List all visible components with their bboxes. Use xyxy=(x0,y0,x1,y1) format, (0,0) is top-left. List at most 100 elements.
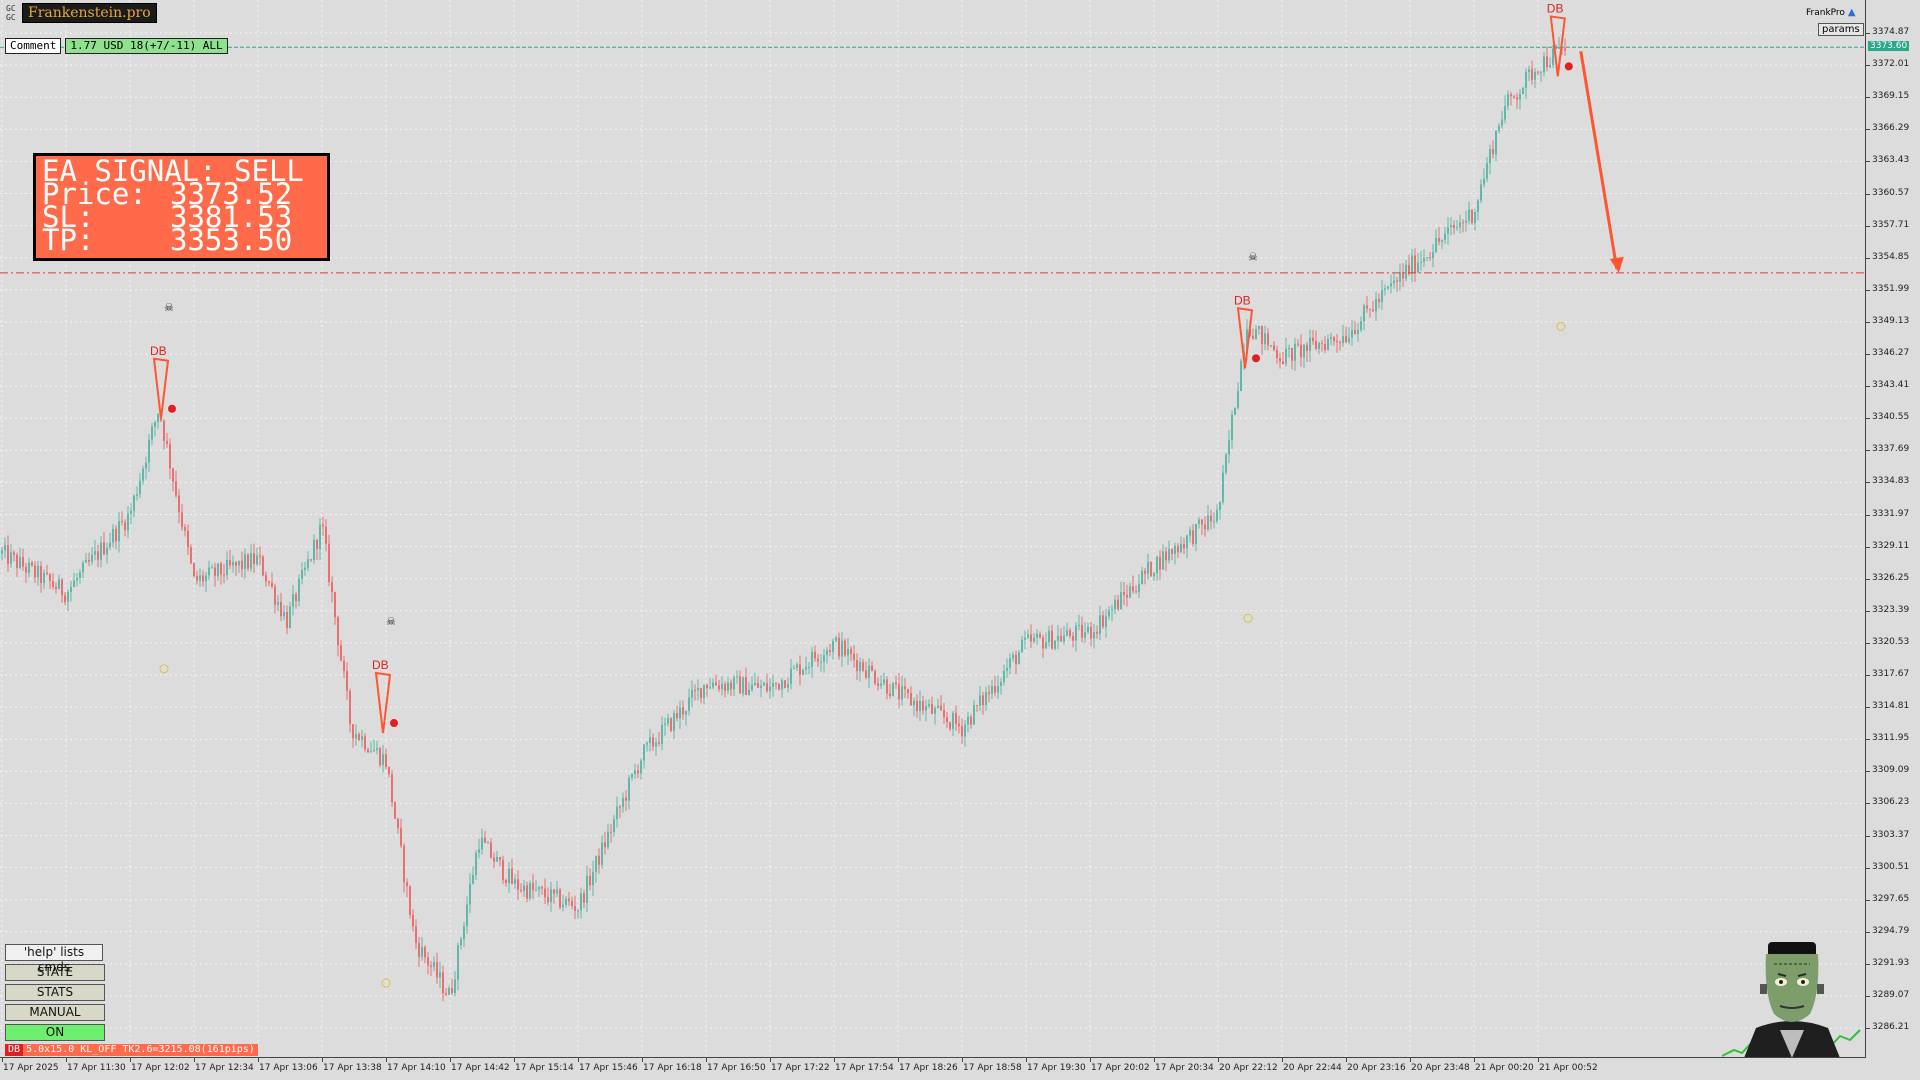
candle-body xyxy=(1237,391,1239,408)
candle-body xyxy=(1120,592,1122,610)
price-tick xyxy=(1866,803,1870,805)
candle-body xyxy=(955,713,957,724)
stats-button[interactable]: STATS xyxy=(5,984,105,1001)
candle-body xyxy=(1138,584,1140,593)
candle-body xyxy=(931,703,933,714)
candle-body xyxy=(1300,344,1302,358)
candle-body xyxy=(766,683,768,692)
candle-body xyxy=(1147,561,1149,574)
candle-body xyxy=(1348,337,1350,343)
candle-body xyxy=(292,594,294,607)
candle-body xyxy=(1255,329,1257,340)
candle-body xyxy=(10,552,12,564)
candle-body xyxy=(733,677,735,690)
candle-body xyxy=(730,682,732,690)
candle-body xyxy=(1267,333,1269,346)
time-tick xyxy=(898,1058,899,1062)
price-label: 3314.81 xyxy=(1872,701,1910,712)
help-button[interactable]: 'help' lists cmds xyxy=(5,944,103,974)
candle-body xyxy=(523,885,525,891)
candle-body xyxy=(46,572,48,575)
db-pattern-label: DB xyxy=(372,658,389,672)
candle-body xyxy=(1006,667,1008,672)
candle-body xyxy=(493,857,495,862)
candle-body xyxy=(604,842,606,848)
candle-body xyxy=(778,683,780,690)
candle-body xyxy=(1135,591,1137,593)
time-tick xyxy=(578,1058,579,1062)
manual-button[interactable]: MANUAL xyxy=(5,1004,105,1021)
candle-body xyxy=(1552,48,1554,66)
candle-body xyxy=(1018,652,1020,665)
candle-body xyxy=(187,530,189,548)
price-tick xyxy=(1866,482,1870,484)
candle-body xyxy=(580,893,582,911)
on-toggle-button[interactable]: ON xyxy=(5,1024,105,1041)
price-axis[interactable]: 3374.87 3372.01 3369.15 3366.29 3363.43 3360.… xyxy=(1866,0,1920,1058)
candle-body xyxy=(1408,264,1410,274)
candle-body xyxy=(433,961,435,967)
time-label: 17 Apr 16:50 xyxy=(707,1063,766,1073)
price-label: 3337.69 xyxy=(1872,444,1910,455)
candle-body xyxy=(403,845,405,883)
candle-body xyxy=(1351,330,1353,338)
candle-body xyxy=(316,539,318,549)
db-pattern-label: DB xyxy=(150,344,167,358)
signal-tp-value: 3353.50 xyxy=(170,223,293,257)
candle-body xyxy=(1162,551,1164,570)
candle-body xyxy=(1510,94,1512,97)
candle-body xyxy=(568,898,570,902)
candle-body xyxy=(1084,632,1086,638)
candle-body xyxy=(424,946,426,958)
candle-body xyxy=(787,683,789,688)
candle-body xyxy=(301,570,303,580)
candle-body xyxy=(235,562,237,566)
candle-body xyxy=(238,560,240,566)
candle-body xyxy=(133,495,135,511)
candle-body xyxy=(652,737,654,747)
time-tick xyxy=(1538,1058,1539,1062)
candle-body xyxy=(1564,48,1566,51)
candle-body xyxy=(169,443,171,469)
candle-body xyxy=(865,670,867,678)
candle-body xyxy=(757,682,759,688)
params-button[interactable]: params xyxy=(1818,23,1864,36)
candle-body xyxy=(814,651,816,659)
time-axis[interactable]: 17 Apr 2025 17 Apr 11:30 17 Apr 12:02 17 Ap… xyxy=(0,1058,1866,1080)
candle-body xyxy=(1075,625,1077,641)
candle-body xyxy=(130,510,132,514)
candle-body xyxy=(754,682,756,685)
state-button[interactable]: STATE xyxy=(5,964,105,981)
brand-badge[interactable]: Frankenstein.pro xyxy=(22,3,157,23)
price-label: 3320.53 xyxy=(1872,636,1910,647)
candle-body xyxy=(562,904,564,908)
candle-body xyxy=(202,575,204,582)
candle-body xyxy=(505,880,507,884)
price-tick xyxy=(1866,996,1870,997)
candle-body xyxy=(1453,225,1455,228)
candle-body xyxy=(280,601,282,617)
candle-body xyxy=(310,559,312,561)
chart-area[interactable]: DB☠DB☠DB☠DB☠ GC GC Frankenstein.pro Comm… xyxy=(0,0,1866,1058)
candle-body xyxy=(439,972,441,978)
target-marker-icon xyxy=(381,978,391,988)
time-label: 17 Apr 20:02 xyxy=(1091,1063,1150,1073)
candle-body xyxy=(157,413,159,423)
price-tick xyxy=(1866,707,1870,709)
price-label: 3303.37 xyxy=(1872,829,1910,840)
candle-body xyxy=(1534,71,1536,80)
candle-body xyxy=(589,875,591,886)
candle-body xyxy=(136,494,138,496)
candle-body xyxy=(559,889,561,908)
candle-body xyxy=(1540,72,1542,74)
candle-body xyxy=(946,717,948,723)
candle-body xyxy=(1288,347,1290,349)
candle-body xyxy=(352,724,354,739)
db-pattern-marker xyxy=(1549,15,1566,77)
candle-body xyxy=(622,797,624,808)
candle-body xyxy=(271,582,273,587)
candle-body xyxy=(346,671,348,692)
candle-body xyxy=(1051,630,1053,649)
price-label: 3349.13 xyxy=(1872,315,1910,326)
price-label: 3300.51 xyxy=(1872,861,1910,872)
